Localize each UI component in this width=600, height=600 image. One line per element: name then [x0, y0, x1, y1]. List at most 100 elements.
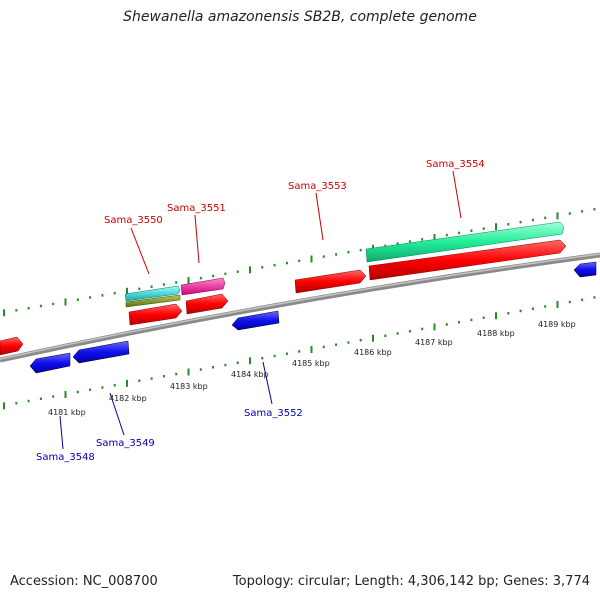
minor-tick	[519, 309, 522, 313]
major-tick	[3, 309, 5, 317]
minor-tick	[335, 253, 338, 256]
minor-tick	[568, 300, 571, 304]
minor-tick	[150, 377, 153, 380]
reverse-cds[interactable]	[573, 261, 597, 278]
gene-label-sama-3551[interactable]: Sama_3551	[167, 203, 226, 214]
minor-tick	[408, 330, 411, 333]
gene-label-sama-3552[interactable]: Sama_3552	[244, 408, 303, 419]
major-tick	[433, 234, 436, 241]
minor-tick	[298, 350, 301, 353]
major-tick	[187, 277, 190, 284]
minor-tick	[298, 259, 301, 263]
olive-feature[interactable]	[125, 294, 181, 308]
minor-tick	[384, 334, 387, 337]
scale-label: 4187 kbp	[415, 338, 453, 347]
minor-tick	[138, 379, 141, 382]
minor-tick	[335, 343, 338, 346]
scale-label: 4185 kbp	[292, 359, 330, 368]
major-tick	[495, 223, 497, 231]
minor-tick	[39, 397, 42, 400]
reverse-cds[interactable]	[29, 352, 71, 374]
reverse-tick-row	[3, 296, 596, 410]
scale-label: 4186 kbp	[354, 348, 392, 357]
forward-cds[interactable]	[0, 336, 24, 356]
minor-tick	[236, 361, 239, 364]
genome-summary-text: Topology: circular; Length: 4,306,142 bp…	[232, 574, 590, 589]
major-tick	[64, 391, 67, 398]
leader-line	[130, 227, 150, 275]
major-tick	[249, 266, 251, 274]
scale-label: 4188 kbp	[477, 329, 515, 338]
minor-tick	[544, 305, 547, 308]
minor-tick	[236, 270, 239, 273]
scale-label: 4189 kbp	[538, 320, 576, 329]
minor-tick	[322, 345, 325, 349]
minor-tick	[101, 386, 104, 389]
forward-cds[interactable]	[185, 293, 229, 315]
minor-tick	[445, 323, 448, 326]
minor-tick	[101, 294, 104, 297]
major-tick	[556, 301, 559, 308]
cyan-feature[interactable]	[124, 285, 181, 302]
minor-tick	[199, 368, 202, 371]
gene-label-sama-3550[interactable]: Sama_3550	[104, 215, 163, 226]
accession-text: Accession: NC_008700	[10, 574, 158, 589]
minor-tick	[445, 233, 448, 237]
magenta-feature[interactable]	[180, 277, 226, 296]
minor-tick	[470, 229, 473, 232]
minor-tick	[89, 388, 92, 391]
minor-tick	[76, 298, 79, 301]
map-title: Shewanella amazonensis SB2B, complete ge…	[123, 9, 477, 25]
minor-tick	[261, 357, 264, 360]
minor-tick	[359, 248, 362, 252]
minor-tick	[470, 318, 473, 322]
genome-backbone	[0, 252, 600, 363]
reverse-cds[interactable]	[72, 340, 130, 364]
minor-tick	[544, 216, 547, 220]
minor-tick	[261, 266, 264, 269]
minor-tick	[593, 296, 596, 299]
forward-cds[interactable]	[128, 303, 183, 326]
minor-tick	[581, 210, 584, 213]
minor-tick	[175, 372, 178, 376]
gene-label-sama-3553[interactable]: Sama_3553	[288, 181, 347, 192]
minor-tick	[27, 307, 30, 310]
leader-line	[109, 392, 125, 436]
minor-tick	[408, 240, 411, 243]
forward-cds[interactable]	[294, 269, 367, 294]
minor-tick	[162, 283, 165, 286]
minor-tick	[39, 304, 42, 308]
gene-label-sama-3554[interactable]: Sama_3554	[426, 159, 485, 170]
major-tick	[310, 346, 313, 353]
reverse-cds[interactable]	[231, 310, 280, 331]
minor-tick	[138, 287, 141, 291]
minor-tick	[273, 354, 276, 358]
leader-line	[315, 192, 324, 241]
major-tick	[126, 379, 128, 387]
major-tick	[310, 255, 313, 263]
major-tick	[3, 402, 5, 410]
minor-tick	[212, 274, 215, 278]
minor-tick	[568, 212, 571, 215]
gene-label-sama-3548[interactable]: Sama_3548	[36, 452, 95, 463]
minor-tick	[421, 327, 424, 331]
minor-tick	[322, 255, 325, 258]
major-tick	[372, 334, 374, 342]
minor-tick	[224, 363, 227, 367]
minor-tick	[27, 399, 30, 403]
major-tick	[433, 323, 436, 331]
gene-label-sama-3549[interactable]: Sama_3549	[96, 438, 155, 449]
minor-tick	[76, 390, 79, 394]
minor-tick	[347, 251, 350, 254]
minor-tick	[507, 223, 510, 226]
leader-line	[194, 214, 200, 264]
forward-cds[interactable]	[368, 239, 567, 281]
minor-tick	[593, 208, 596, 211]
minor-tick	[531, 307, 534, 310]
mint-feature[interactable]	[365, 221, 565, 263]
minor-tick	[15, 402, 18, 405]
minor-tick	[150, 285, 153, 288]
minor-tick	[285, 261, 288, 265]
minor-tick	[347, 341, 350, 344]
